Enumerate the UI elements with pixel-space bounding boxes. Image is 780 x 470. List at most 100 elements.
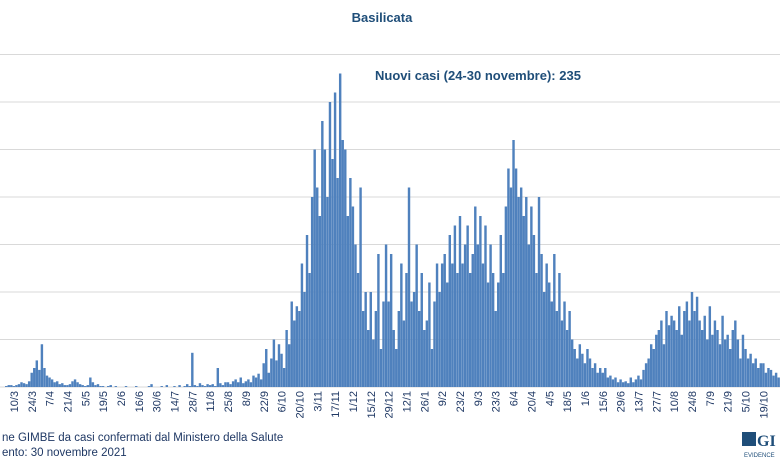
bar	[405, 273, 408, 387]
bar	[331, 159, 334, 387]
bar	[55, 381, 59, 387]
logo: GI	[757, 433, 776, 450]
bar	[420, 273, 423, 387]
bar	[349, 178, 352, 387]
bar	[497, 282, 500, 387]
bar	[318, 216, 321, 387]
bar	[326, 197, 329, 387]
bar	[713, 320, 717, 387]
bar	[570, 339, 574, 387]
bar	[555, 311, 559, 387]
bar	[135, 386, 138, 387]
bar	[99, 386, 102, 387]
x-tick-label: 5/5	[80, 391, 92, 406]
bar	[731, 330, 734, 387]
bar	[61, 383, 64, 387]
bar	[535, 273, 538, 387]
bar	[479, 216, 482, 387]
bar	[609, 375, 612, 387]
bar	[12, 386, 16, 387]
bar	[71, 381, 74, 387]
bar	[45, 375, 49, 387]
x-tick-label: 22/9	[259, 391, 271, 412]
bar	[621, 382, 625, 387]
bar	[367, 330, 370, 387]
bar	[522, 216, 525, 387]
bar	[280, 353, 283, 387]
bar	[81, 385, 84, 387]
bar	[198, 383, 202, 387]
bar	[499, 235, 502, 387]
bar	[270, 358, 273, 387]
x-tick-label: 25/8	[223, 391, 235, 412]
bar	[565, 330, 569, 387]
bar	[474, 206, 477, 387]
bar	[698, 320, 701, 387]
bar	[693, 311, 696, 387]
x-tick-label: 13/7	[634, 391, 646, 412]
bar	[690, 292, 694, 387]
x-tick-label: 1/6	[580, 391, 592, 406]
bar	[463, 244, 467, 387]
bar	[310, 197, 314, 387]
bar	[553, 254, 556, 387]
bar	[76, 382, 79, 387]
bar	[374, 311, 378, 387]
bar	[400, 263, 403, 387]
bar	[7, 385, 10, 387]
bar	[657, 330, 661, 387]
x-tick-label: 23/3	[491, 391, 503, 412]
bar	[759, 363, 763, 387]
bar	[295, 306, 299, 387]
bar	[601, 372, 604, 387]
bar	[512, 140, 515, 387]
x-tick-label: 1/12	[348, 391, 360, 412]
bar	[191, 352, 194, 387]
bar	[769, 369, 773, 387]
x-tick-label: 12/1	[402, 391, 414, 412]
bar	[165, 385, 169, 387]
bar	[624, 381, 627, 387]
bar	[736, 339, 740, 387]
bar	[346, 216, 350, 387]
bar	[91, 382, 95, 387]
bar	[106, 386, 110, 387]
source-note: ne GIMBE da casi confermati dal Minister…	[2, 432, 283, 444]
bar	[150, 384, 153, 387]
bar	[86, 385, 90, 387]
bar	[652, 349, 655, 387]
bar	[660, 320, 663, 387]
bar	[629, 377, 633, 387]
bar	[627, 383, 630, 387]
x-tick-label: 5/10	[741, 391, 753, 412]
bar	[193, 385, 197, 387]
bar	[443, 254, 446, 387]
bar	[716, 330, 719, 387]
x-tick-label: 27/7	[651, 391, 663, 412]
bar	[665, 311, 668, 387]
bar	[662, 344, 666, 387]
x-tick-label: 8/9	[241, 391, 253, 406]
bar	[395, 349, 398, 387]
bar	[293, 320, 296, 387]
bar	[614, 377, 617, 387]
bar	[84, 386, 87, 387]
bar	[15, 385, 18, 387]
bar	[637, 375, 640, 387]
bar	[576, 358, 579, 387]
bar	[351, 206, 355, 387]
x-tick-label: 19/5	[98, 391, 110, 412]
bar	[430, 349, 434, 387]
bar	[703, 315, 706, 387]
bar	[525, 197, 528, 387]
bar	[211, 384, 214, 387]
bar	[423, 330, 426, 387]
bar	[377, 254, 380, 387]
bar	[611, 379, 615, 387]
bar	[27, 381, 31, 387]
bar	[415, 244, 418, 387]
bar	[68, 384, 72, 387]
bar	[196, 386, 199, 387]
bar	[262, 363, 265, 387]
bar	[300, 263, 304, 387]
